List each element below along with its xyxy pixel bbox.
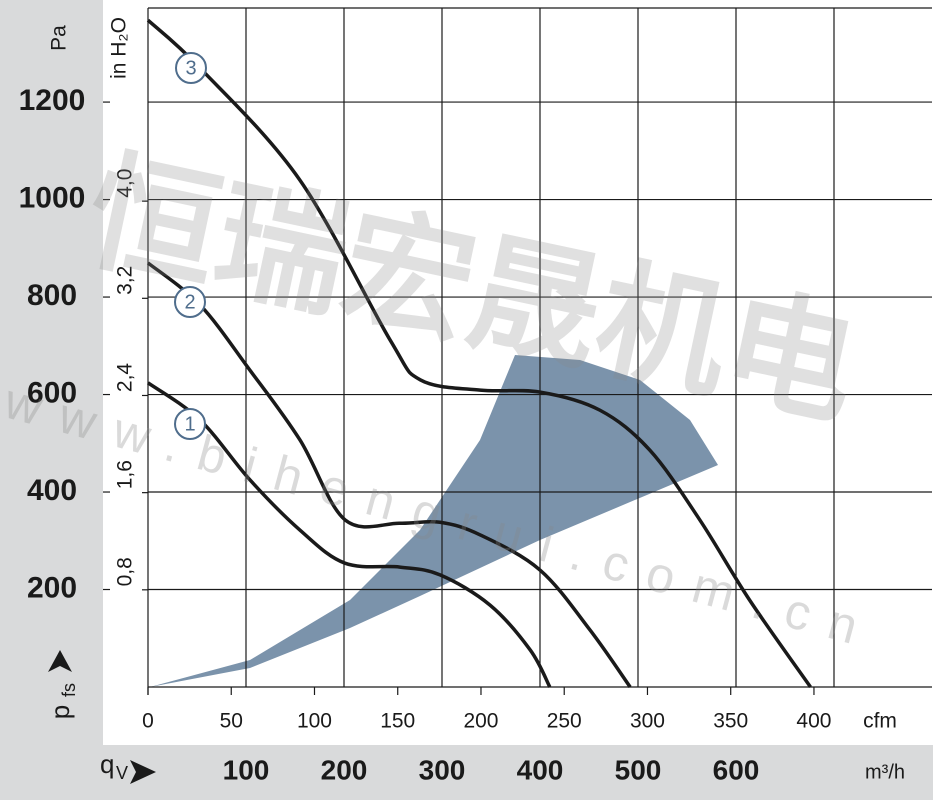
x2-tick-label: 50 [220, 710, 243, 733]
x2-tick-label: 350 [713, 710, 748, 733]
x-tick-label: 600 [713, 754, 760, 785]
curve-badge [175, 52, 207, 84]
x2-tick-label: 200 [463, 710, 498, 733]
y-label-subscript: fs [59, 683, 79, 697]
y2-unit: in H₂O [108, 17, 131, 79]
x-tick-label: 200 [321, 754, 368, 785]
y-label-symbol: p [45, 705, 75, 719]
grid [103, 7, 932, 695]
y2-tick-label: 4,0 [114, 169, 137, 198]
y-unit: Pa [48, 25, 71, 51]
y-tick-label: 1200 [19, 84, 86, 117]
y2-tick-label: 1,6 [114, 460, 137, 489]
y2-tick-label: 0,8 [114, 557, 137, 586]
curve-name: 3 [185, 57, 196, 79]
x-unit: m³/h [865, 761, 905, 783]
x-arrow [130, 760, 156, 784]
y-tick-label: 1000 [19, 181, 86, 214]
x2-tick-label: 250 [547, 710, 582, 733]
left-panel [0, 0, 103, 745]
y-tick-label: 200 [27, 571, 77, 604]
watermark-brand: 恒瑞宏晟机电 [76, 137, 869, 442]
curve [146, 261, 632, 689]
x2-tick-label: 400 [796, 710, 831, 733]
x-label-subscript: V [116, 763, 128, 783]
y-tick-label: 400 [27, 474, 77, 507]
x-tick-label: 500 [615, 754, 662, 785]
x2-tick-label: 0 [142, 710, 154, 733]
curve-badge [174, 408, 206, 440]
curve-name: 2 [184, 291, 195, 313]
x-label-symbol: q [100, 749, 114, 779]
curve-name: 1 [184, 413, 195, 435]
x2-tick-label: 150 [380, 710, 415, 733]
bottom-panel [0, 745, 933, 800]
curve [146, 381, 552, 688]
x-tick-label: 100 [223, 754, 270, 785]
y-arrow [48, 650, 72, 672]
x2-unit: cfm [863, 710, 897, 733]
y-tick-label: 600 [27, 376, 77, 409]
y2-tick-label: 2,4 [114, 363, 137, 393]
y-tick-label: 800 [27, 279, 77, 312]
y2-tick-label: 3,2 [114, 266, 137, 295]
x2-tick-label: 100 [297, 710, 332, 733]
x-tick-label: 300 [419, 754, 466, 785]
x2-tick-label: 300 [630, 710, 665, 733]
curve-badge [174, 286, 206, 318]
curve [146, 18, 812, 689]
x-tick-label: 400 [517, 754, 564, 785]
curves [146, 18, 812, 689]
